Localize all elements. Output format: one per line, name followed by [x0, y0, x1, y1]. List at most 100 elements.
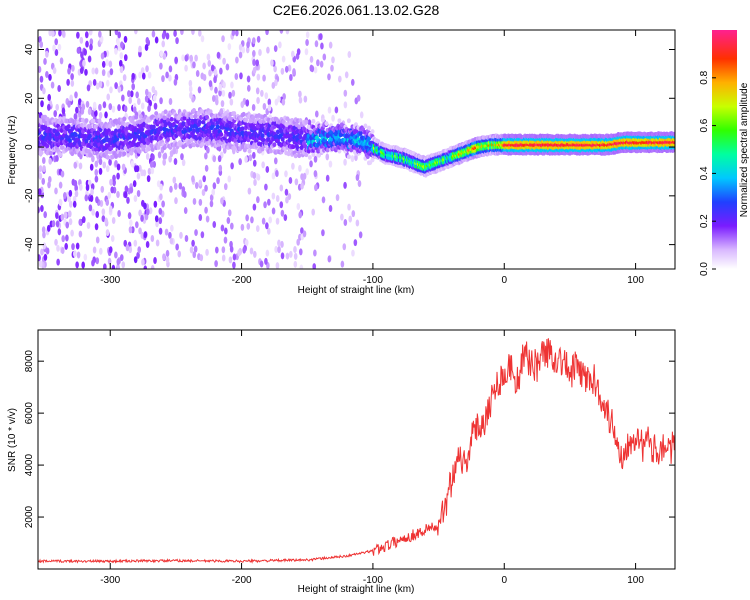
heatmap-cell — [60, 246, 65, 254]
heatmap-cell — [98, 111, 103, 119]
heatmap-cell — [309, 55, 314, 63]
heatmap-cell — [38, 260, 43, 268]
heatmap-cell — [141, 258, 145, 266]
heatmap-cell — [284, 65, 289, 73]
heatmap-cell — [189, 246, 194, 254]
heatmap-cell — [216, 135, 221, 141]
heatmap-cell — [272, 142, 277, 148]
heatmap-cell — [168, 155, 172, 163]
heatmap-cell — [275, 262, 280, 269]
heatmap-cell — [94, 160, 99, 168]
heatmap-cell — [136, 190, 141, 198]
heatmap-cell — [331, 56, 335, 64]
heatmap-cell — [84, 31, 89, 39]
heatmap-cell — [147, 91, 152, 99]
heatmap-cell — [246, 41, 250, 49]
heatmap-cell — [331, 114, 335, 122]
heatmap-cell — [261, 217, 266, 225]
colorbar-gradient — [712, 30, 737, 269]
heatmap-cell — [101, 208, 106, 216]
heatmap-cell — [43, 57, 47, 65]
heatmap-cell — [280, 252, 285, 260]
heatmap-cell — [340, 260, 345, 268]
heatmap-cell — [213, 68, 218, 76]
heatmap-cell — [73, 179, 78, 187]
heatmap-cell — [87, 107, 92, 115]
heatmap-cell — [138, 227, 142, 235]
heatmap-cell — [111, 216, 116, 224]
heatmap-cell — [230, 222, 234, 230]
heatmap-cell — [95, 196, 99, 204]
heatmap-cell — [204, 206, 208, 214]
heatmap-cell — [299, 264, 304, 269]
heatmap-cell — [141, 72, 146, 80]
heatmap-cell — [48, 73, 52, 81]
heatmap-cell — [232, 111, 237, 116]
heatmap-cell — [231, 30, 236, 37]
heatmap-cell — [245, 99, 250, 107]
bottom-x-tick-label: -100 — [363, 575, 383, 586]
heatmap-cell — [47, 175, 52, 183]
heatmap-cell — [157, 151, 162, 159]
heatmap-cell — [268, 216, 273, 224]
heatmap-cell — [298, 164, 302, 172]
heatmap-cell — [84, 118, 89, 123]
heatmap-cell — [114, 82, 118, 90]
heatmap-cell — [252, 37, 256, 45]
heatmap-cell — [221, 254, 226, 262]
heatmap-cell — [120, 41, 124, 49]
heatmap-cell — [87, 179, 92, 187]
heatmap-cell — [123, 191, 128, 199]
heatmap-cell — [114, 159, 118, 167]
heatmap-cell — [89, 38, 94, 46]
heatmap-cell — [161, 75, 165, 83]
heatmap-cell — [271, 172, 276, 180]
heatmap-cell — [129, 186, 134, 194]
heatmap-cell — [40, 248, 44, 256]
heatmap-cell — [122, 74, 127, 82]
heatmap-cell — [59, 128, 64, 133]
heatmap-cell — [131, 83, 135, 91]
heatmap-cell — [351, 249, 355, 257]
heatmap-cell — [213, 76, 217, 84]
top-y-ticks: 40 20 0 -20 -40 — [24, 44, 675, 252]
heatmap-cell — [309, 160, 313, 168]
heatmap-cell — [173, 78, 178, 86]
top-y-tick-label: 0 — [24, 144, 35, 150]
heatmap-cell — [127, 212, 132, 220]
heatmap-cell — [85, 100, 90, 108]
heatmap-cell — [338, 75, 342, 83]
heatmap-cell — [116, 258, 121, 266]
heatmap-cell — [201, 188, 206, 196]
heatmap-cell — [344, 133, 349, 139]
heatmap-cell — [194, 229, 198, 237]
heatmap-cell — [74, 190, 79, 198]
heatmap-cell — [38, 165, 43, 173]
top-y-tick-label: 40 — [24, 44, 35, 56]
heatmap-cell — [281, 55, 286, 63]
heatmap-cell — [191, 30, 195, 35]
heatmap-cell — [116, 124, 121, 130]
heatmap-cell — [285, 30, 290, 35]
heatmap-cell — [347, 51, 352, 59]
heatmap-cell — [38, 254, 41, 262]
heatmap-cell — [198, 213, 203, 221]
heatmap-cell — [48, 157, 53, 165]
heatmap-cell — [66, 78, 70, 86]
heatmap-cell — [347, 203, 351, 211]
heatmap-cell — [221, 89, 226, 97]
heatmap-cell — [73, 132, 78, 138]
colorbar-ticks: 0.0 0.2 0.4 0.6 0.8 — [699, 70, 716, 276]
heatmap-cell — [364, 144, 369, 150]
heatmap-cell — [166, 137, 171, 142]
heatmap-cell — [240, 101, 245, 109]
heatmap-cell — [248, 154, 253, 162]
heatmap-cell — [247, 148, 252, 154]
heatmap-cell — [158, 217, 163, 225]
heatmap-cell — [207, 59, 212, 67]
heatmap-cell — [231, 89, 236, 97]
heatmap-cell — [76, 251, 81, 259]
heatmap-cell — [91, 259, 95, 267]
heatmap-cell — [202, 175, 207, 183]
heatmap-cell — [109, 86, 113, 94]
